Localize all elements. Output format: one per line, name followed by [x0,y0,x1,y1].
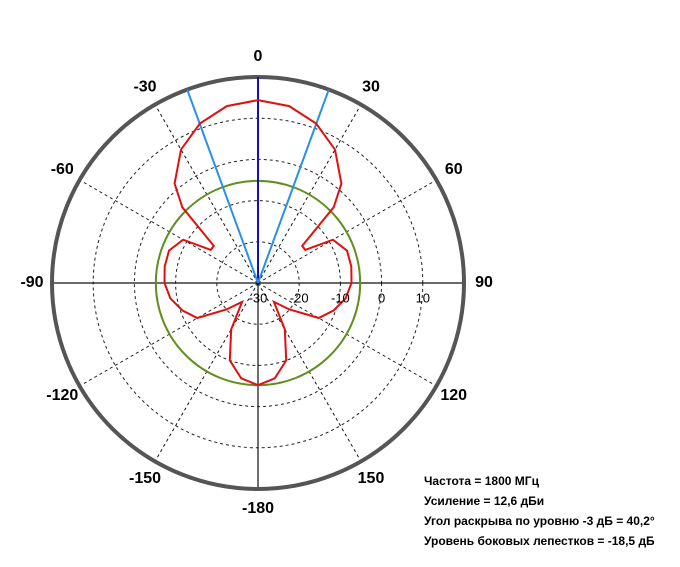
angle-label: 120 [440,387,467,404]
angle-label: -120 [46,387,78,404]
angle-label: -150 [129,470,161,487]
angle-label: -60 [51,161,74,178]
pattern-line [163,99,353,387]
angle-label: 90 [475,274,493,291]
beam-line [257,89,330,284]
info-text: Уровень боковых лепестков = -18,5 дБ [424,534,655,548]
beam-line [186,89,259,284]
angle-label: -180 [242,500,274,517]
angle-label: 150 [358,470,385,487]
r-tick-label: -30 [249,290,268,305]
angle-label: -90 [20,274,43,291]
angle-label: 0 [254,48,263,65]
angle-label: 30 [362,78,380,95]
info-text: Частота = 1800 МГц [424,474,540,488]
angle-label: 60 [445,161,463,178]
r-tick-label: -10 [331,290,350,305]
info-text: Усиление = 12,6 дБи [424,494,544,508]
angle-label: -30 [133,78,156,95]
r-tick-label: -20 [290,290,309,305]
info-text: Угол раскрыва по уровню -3 дБ = 40,2° [424,514,655,528]
r-tick-label: 0 [378,290,385,305]
r-tick-label: 10 [416,290,430,305]
